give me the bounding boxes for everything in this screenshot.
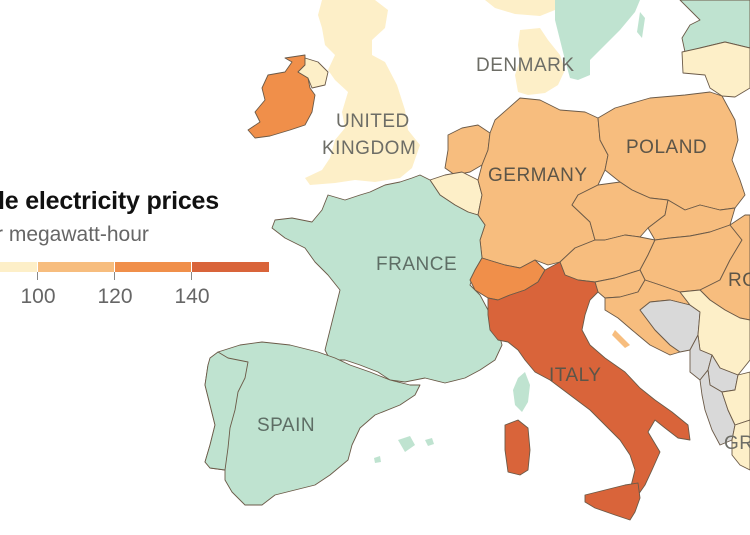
region-norway[interactable] [485,0,560,16]
label-denmark: DENMARK [476,55,575,76]
label-spain: SPAIN [257,415,316,436]
legend-tick-120 [114,272,115,280]
label-germany: GERMANY [488,165,588,186]
region-italy[interactable] [487,261,691,496]
legend-bin-100-120 [38,262,114,272]
legend-title: le electricity prices [0,187,219,215]
label-poland: POLAND [626,137,708,158]
legend-bin-120-140 [115,262,191,272]
region-denmark[interactable] [515,28,565,95]
legend-tick-140 [191,272,192,280]
region-lithuania[interactable] [681,41,750,98]
legend-tick-label-120: 120 [97,285,133,308]
label-united: UNITED [336,111,410,132]
region-gotland [637,12,645,38]
region-sicily[interactable] [584,482,641,521]
legend-tick-label-100: 100 [20,285,56,308]
legend-bin-above-140 [192,262,269,272]
region-north-macedonia[interactable] [721,371,750,426]
label-france: FRANCE [376,254,458,275]
region-northern-ireland[interactable] [297,57,329,89]
region-croatia-islands [612,330,630,348]
region-greece[interactable] [731,419,750,471]
region-sardinia[interactable] [504,419,531,476]
legend-tick-label-140: 140 [174,285,210,308]
label-greece: GR [724,433,750,454]
legend-bin-below-100 [0,262,37,272]
label-kingdom: KINGDOM [322,138,417,159]
region-portugal[interactable] [204,351,249,471]
region-sweden[interactable] [555,0,640,80]
label-romania: RO [728,270,750,291]
region-balearic [374,436,434,463]
label-italy: ITALY [549,365,602,386]
legend-tick-100 [37,272,38,280]
region-united-kingdom[interactable] [305,0,420,185]
legend-subtitle: r megawatt-hour [0,223,149,246]
region-corsica[interactable] [513,372,530,412]
